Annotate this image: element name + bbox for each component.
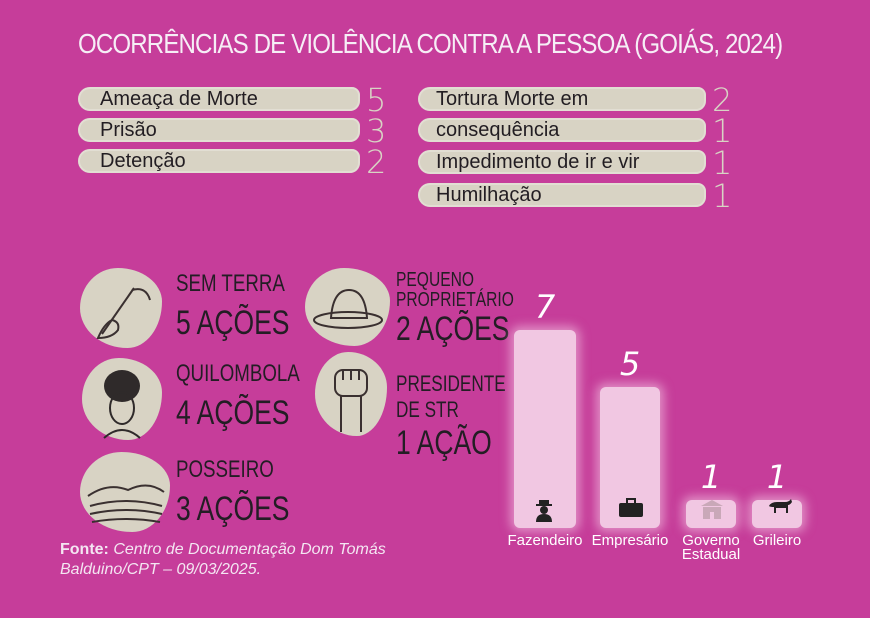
briefcase-icon <box>618 498 644 523</box>
occurrence-value: 1 <box>712 112 733 150</box>
group-count: 2 AÇÕES <box>396 310 510 348</box>
occurrence-value: 2 <box>712 81 733 119</box>
straw-hat-icon <box>305 268 390 346</box>
occurrence-label: Detenção <box>100 150 186 172</box>
bar-value-label: 7 <box>534 288 556 326</box>
occurrence-value: 3 <box>366 112 387 150</box>
source-note: Fonte: Centro de Documentação Dom Tomás … <box>60 540 460 580</box>
group-name: SEM TERRA <box>176 270 285 297</box>
group-name: PRESIDENTE <box>396 371 506 396</box>
occurrence-pill <box>418 87 706 111</box>
occurrence-row: Impedimento de ir e vir 1 <box>418 144 738 182</box>
occurrence-row: Ameaça de Morte 5 <box>78 81 398 119</box>
occurrence-row: Detenção 2 <box>78 143 398 181</box>
occurrence-row: consequência 1 <box>418 112 738 150</box>
category-label: Grileiro <box>752 532 802 549</box>
group-count: 3 AÇÕES <box>176 490 290 528</box>
occurrence-pill <box>418 150 706 174</box>
bar-value-label: 1 <box>766 458 788 496</box>
category-label: Governo Estadual <box>681 532 741 563</box>
sickle-hand-icon <box>80 268 162 348</box>
cattle-icon <box>765 498 793 521</box>
source-text: Centro de Documentação Dom Tomás Balduin… <box>60 541 386 578</box>
group-name: POSSEIRO <box>176 456 274 483</box>
group-name: DE STR <box>396 397 459 422</box>
occurrence-label: Impedimento de ir e vir <box>436 151 640 173</box>
bar-value-label: 1 <box>700 458 722 496</box>
bar <box>514 330 576 528</box>
occurrence-pill <box>418 183 706 207</box>
occurrence-label: Tortura Morte em <box>436 88 589 110</box>
bar-value-label: 5 <box>619 345 641 383</box>
group-name: QUILOMBOLA <box>176 360 300 387</box>
occurrence-row: Tortura Morte em 2 <box>418 81 738 119</box>
occurrence-value: 1 <box>712 177 733 215</box>
occurrence-value: 5 <box>366 81 387 119</box>
occurrence-label: Prisão <box>100 119 157 141</box>
occurrence-value: 2 <box>366 143 387 181</box>
category-label: Fazendeiro <box>507 532 583 549</box>
source-label: Fonte: <box>60 541 109 558</box>
raised-fist-icon <box>315 352 387 436</box>
occurrence-label: consequência <box>436 119 560 141</box>
occurrence-row: Prisão 3 <box>78 112 398 150</box>
group-count: 5 AÇÕES <box>176 304 290 342</box>
page-title: OCORRÊNCIAS DE VIOLÊNCIA CONTRA A PESSOA… <box>78 28 783 59</box>
occurrence-pill <box>78 118 360 142</box>
occurrence-pill <box>78 87 360 111</box>
occurrence-value: 1 <box>712 144 733 182</box>
government-building-icon <box>699 498 725 527</box>
occurrence-pill <box>418 118 706 142</box>
occurrence-label: Ameaça de Morte <box>100 88 258 110</box>
woman-turban-icon <box>82 358 162 440</box>
occurrence-label: Humilhação <box>436 184 542 206</box>
farmer-icon <box>533 498 555 527</box>
occurrence-pill <box>78 149 360 173</box>
group-count: 1 AÇÃO <box>396 424 492 462</box>
occurrence-row: Humilhação 1 <box>418 177 738 215</box>
group-name: PROPRIETÁRIO <box>396 289 514 311</box>
group-count: 4 AÇÕES <box>176 394 290 432</box>
landscape-icon <box>80 452 170 532</box>
category-label: Empresário <box>591 532 669 549</box>
group-name: PEQUENO <box>396 269 475 291</box>
